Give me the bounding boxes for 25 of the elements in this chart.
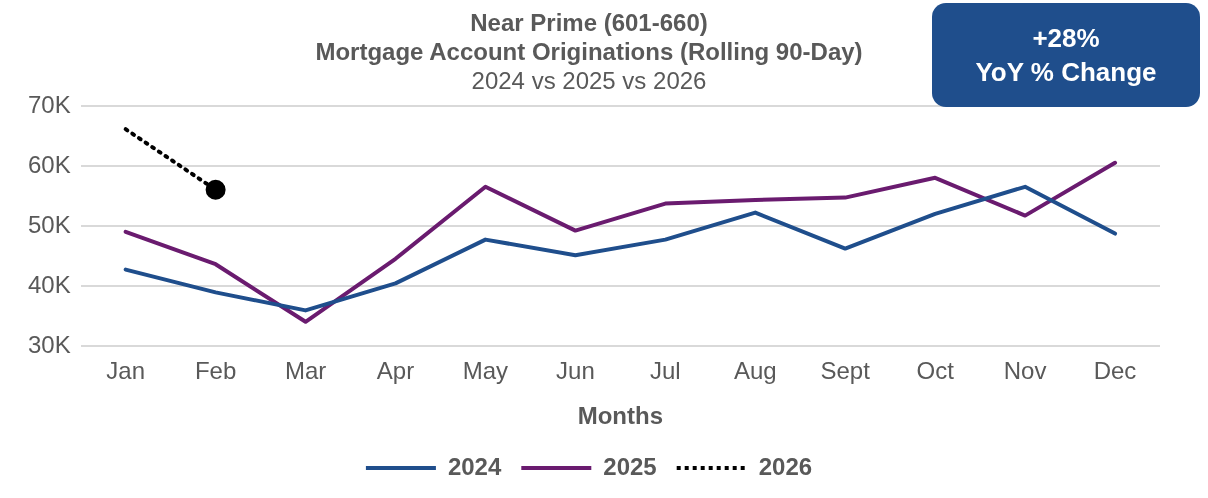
x-tick-label: Nov	[1003, 357, 1047, 385]
y-tick-label: 50K	[28, 211, 71, 239]
x-tick-label: Sept	[820, 357, 871, 385]
chart-title: Near Prime (601-660) Mortgage Account Originations (Rolling 90-Day)	[315, 9, 863, 65]
x-tick-label: Apr	[376, 357, 415, 385]
x-tick-label: Jul	[649, 357, 681, 385]
x-tick-label: Jun	[556, 357, 595, 385]
x-tick-label: Oct	[916, 357, 955, 385]
y-tick-label: 70K	[28, 91, 71, 119]
y-tick-label: 40K	[28, 271, 71, 299]
x-axis-title: Months	[577, 402, 664, 430]
text: YoY % Change	[975, 56, 1157, 89]
x-tick-label: Feb	[194, 357, 237, 385]
x-tick-label: Mar	[284, 357, 327, 385]
x-tick-label: May	[462, 357, 509, 385]
legend-label: 2024	[447, 452, 502, 480]
legend-label: 2025	[603, 452, 657, 480]
text: +28%	[1032, 22, 1100, 55]
x-tick-label: Dec	[1093, 357, 1137, 385]
x-tick-label: Aug	[733, 357, 777, 385]
chart-subtitle: 2024 vs 2025 vs 2026	[471, 66, 707, 94]
y-tick-label: 60K	[28, 151, 71, 179]
legend-label: 2026	[758, 452, 813, 480]
x-tick-label: Jan	[106, 357, 146, 385]
y-tick-label: 30K	[28, 331, 71, 359]
